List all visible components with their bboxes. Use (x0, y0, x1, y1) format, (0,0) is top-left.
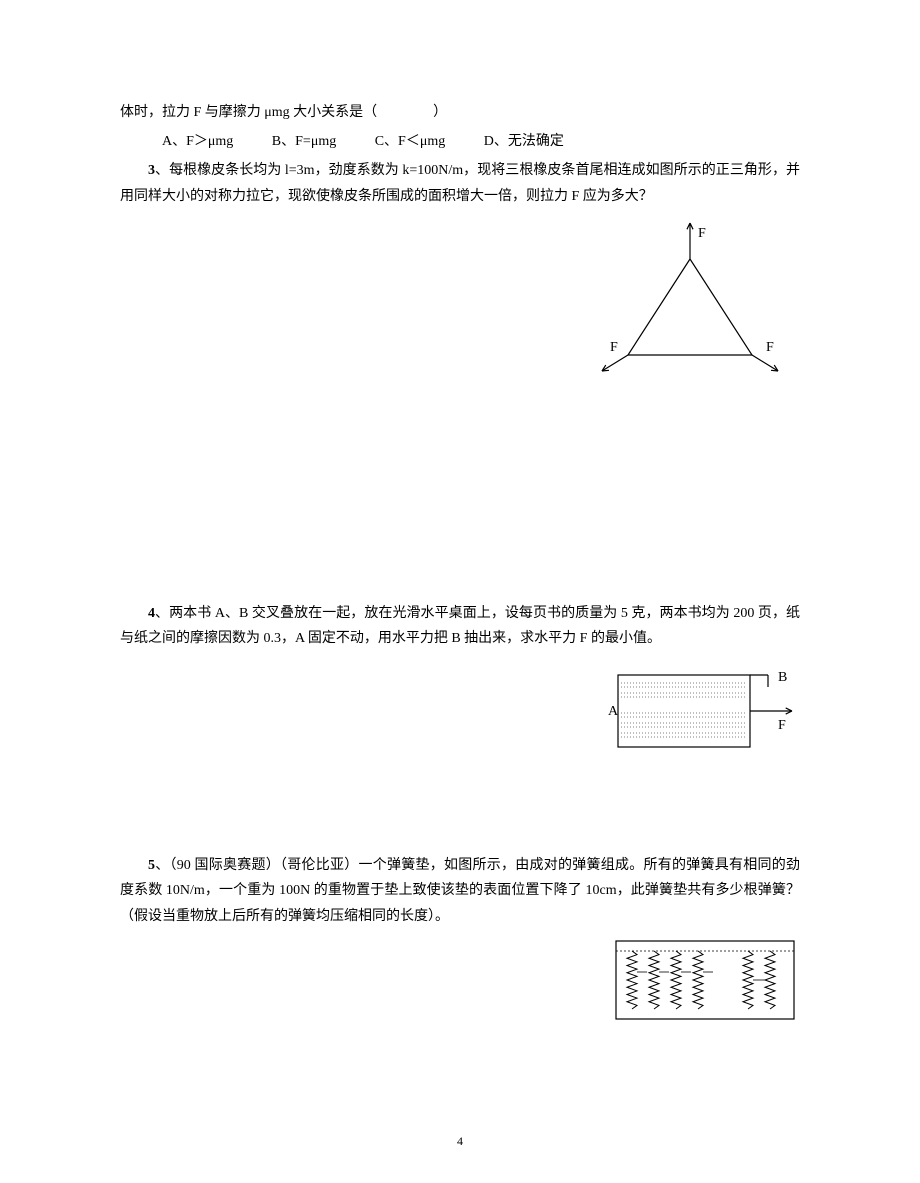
svg-text:F: F (610, 340, 618, 355)
spacer-2 (120, 773, 800, 853)
q3-body: 、每根橡皮条长均为 l=3m，劲度系数为 k=100N/m，现将三根橡皮条首尾相… (120, 163, 800, 203)
q4-number: 4 (148, 606, 155, 621)
q3-figure-svg: F F F (580, 215, 800, 375)
q2-options-row: A、F＞μmg B、F=μmg C、F＜μmg D、无法确定 (120, 129, 800, 154)
q4-figure-svg: F A B (600, 657, 800, 767)
svg-text:B: B (778, 670, 787, 685)
q4-body: 、两本书 A、B 交叉叠放在一起，放在光滑水平桌面上，设每页书的质量为 5 克，… (120, 606, 800, 646)
svg-text:F: F (698, 226, 706, 241)
q2-option-b: B、F=μmg (272, 134, 336, 149)
q5-figure-svg (610, 935, 800, 1030)
q4-figure-wrap: F A B (120, 657, 800, 767)
q3-text: 3、每根橡皮条长均为 l=3m，劲度系数为 k=100N/m，现将三根橡皮条首尾… (120, 158, 800, 208)
q2-option-c: C、F＜μmg (375, 134, 446, 149)
q5-text: 5、（90 国际奥赛题）（哥伦比亚）一个弹簧垫，如图所示，由成对的弹簧组成。所有… (120, 853, 800, 929)
q3-figure-wrap: F F F (120, 215, 800, 375)
q5-number: 5 (148, 858, 155, 873)
q4-text: 4、两本书 A、B 交叉叠放在一起，放在光滑水平桌面上，设每页书的质量为 5 克… (120, 601, 800, 651)
q2-option-d: D、无法确定 (484, 134, 564, 149)
q3-number: 3 (148, 163, 155, 178)
page-number: 4 (0, 1131, 920, 1153)
svg-text:A: A (608, 704, 619, 719)
q2-continuation-text: 体时，拉力 F 与摩擦力 μmg 大小关系是（ ） (120, 100, 800, 125)
q5-body: 、（90 国际奥赛题）（哥伦比亚）一个弹簧垫，如图所示，由成对的弹簧组成。所有的… (120, 858, 800, 923)
q5-figure-wrap (120, 935, 800, 1030)
svg-text:F: F (778, 718, 786, 733)
spacer-1 (120, 381, 800, 601)
svg-text:F: F (766, 340, 774, 355)
q2-option-a: A、F＞μmg (162, 134, 233, 149)
